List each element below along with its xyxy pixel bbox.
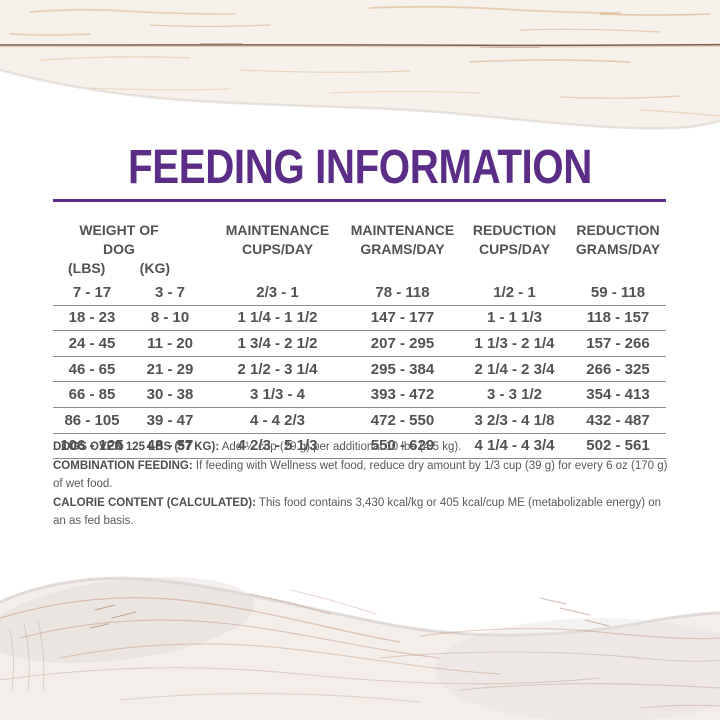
cell-reduction-grams: 354 - 413 bbox=[586, 386, 650, 404]
note-combination-feeding: COMBINATION FEEDING: If feeding with Wel… bbox=[53, 457, 668, 494]
cell-maintenance-cups: 4 2/3 - 5 1/3 bbox=[237, 437, 318, 455]
cell-weight-lbs: 106 - 125 bbox=[60, 437, 124, 455]
weight-header-lbs: (LBS) bbox=[68, 260, 106, 276]
cell-weight-lbs: 7 - 17 bbox=[72, 283, 112, 301]
cell-maintenance-cups: 2 1/2 - 3 1/4 bbox=[237, 360, 318, 378]
cell-maintenance-cups: 2/3 - 1 bbox=[256, 283, 299, 301]
cell-maintenance-cups: 3 1/3 - 4 bbox=[249, 386, 306, 404]
cell-reduction-cups: 4 1/4 - 4 3/4 bbox=[474, 437, 555, 455]
cell-maintenance-cups: 1 1/4 - 1 1/2 bbox=[237, 309, 318, 327]
cell-reduction-cups: 1/2 - 1 bbox=[493, 283, 536, 301]
cell-reduction-grams: 118 - 157 bbox=[586, 309, 650, 327]
title-divider bbox=[53, 199, 666, 202]
table-row: 18 - 23 8 - 10 1 1/4 - 1 1/2 147 - 177 1… bbox=[53, 306, 666, 332]
table-row: 7 - 17 3 - 7 2/3 - 1 78 - 118 1/2 - 1 59… bbox=[53, 280, 666, 306]
table-body: 7 - 17 3 - 7 2/3 - 1 78 - 118 1/2 - 1 59… bbox=[53, 280, 666, 460]
cell-weight-kg: 39 - 47 bbox=[146, 411, 194, 429]
cell-reduction-grams: 432 - 487 bbox=[586, 411, 650, 429]
cell-reduction-grams: 266 - 325 bbox=[586, 360, 650, 378]
cell-weight-kg: 21 - 29 bbox=[146, 360, 194, 378]
cell-reduction-cups: 3 2/3 - 4 1/8 bbox=[474, 411, 555, 429]
column-header-maintenance-cups: MAINTENANCE CUPS/DAY bbox=[225, 222, 330, 257]
cell-weight-kg: 3 - 7 bbox=[154, 283, 185, 301]
bottom-wood-decoration bbox=[0, 576, 720, 720]
cell-maintenance-grams: 207 - 295 bbox=[370, 334, 435, 352]
cell-weight-lbs: 46 - 65 bbox=[68, 360, 116, 378]
page-title: FEEDING INFORMATION bbox=[128, 141, 592, 194]
cell-maintenance-grams: 78 - 118 bbox=[375, 283, 430, 301]
column-header-reduction-grams: REDUCTION GRAMS/DAY bbox=[575, 222, 661, 257]
note-text: If feeding with Wellness wet food, reduc… bbox=[53, 459, 668, 491]
cell-weight-lbs: 86 - 105 bbox=[64, 411, 120, 429]
note-label: DOGS OVER 125 LBS (57 KG): bbox=[53, 441, 220, 453]
note-calorie-content: CALORIE CONTENT (CALCULATED): This food … bbox=[53, 494, 668, 531]
footnotes: DOGS OVER 125 LBS (57 KG): Add ¼ cup (29… bbox=[53, 438, 668, 531]
cell-maintenance-grams: 393 - 472 bbox=[370, 386, 435, 404]
cell-reduction-cups: 3 - 3 1/2 bbox=[486, 386, 543, 404]
cell-maintenance-grams: 550 - 629 bbox=[370, 437, 435, 455]
weight-header-title: WEIGHT OF DOG bbox=[79, 222, 159, 257]
weight-header-kg: (KG) bbox=[139, 260, 170, 276]
cell-maintenance-grams: 295 - 384 bbox=[370, 360, 435, 378]
cell-maintenance-cups: 4 - 4 2/3 bbox=[249, 411, 306, 429]
cell-maintenance-grams: 472 - 550 bbox=[370, 411, 435, 429]
note-text: Add ¼ cup (29 g) per additional 10 lbs (… bbox=[219, 441, 462, 453]
cell-reduction-cups: 2 1/4 - 2 3/4 bbox=[474, 360, 555, 378]
feeding-table: WEIGHT OF DOG (LBS) (KG) MAINTENANCE CUP… bbox=[53, 221, 666, 460]
cell-weight-lbs: 24 - 45 bbox=[68, 334, 116, 352]
cell-maintenance-grams: 147 - 177 bbox=[370, 309, 435, 327]
cell-weight-kg: 8 - 10 bbox=[150, 309, 190, 327]
table-row: 24 - 45 11 - 20 1 3/4 - 2 1/2 207 - 295 … bbox=[53, 331, 666, 357]
cell-reduction-grams: 502 - 561 bbox=[586, 437, 650, 455]
cell-reduction-cups: 1 1/3 - 2 1/4 bbox=[474, 334, 555, 352]
table-row: 46 - 65 21 - 29 2 1/2 - 3 1/4 295 - 384 … bbox=[53, 357, 666, 383]
column-header-weight: WEIGHT OF DOG (LBS) (KG) bbox=[53, 221, 209, 278]
cell-weight-lbs: 18 - 23 bbox=[68, 309, 116, 327]
cell-reduction-cups: 1 - 1 1/3 bbox=[486, 309, 543, 327]
note-label: COMBINATION FEEDING: bbox=[53, 459, 193, 472]
note-label: CALORIE CONTENT (CALCULATED): bbox=[53, 496, 256, 509]
cell-weight-kg: 30 - 38 bbox=[146, 386, 194, 404]
column-header-maintenance-grams: MAINTENANCE GRAMS/DAY bbox=[350, 222, 455, 257]
note-text: This food contains 3,430 kcal/kg or 405 … bbox=[53, 496, 662, 528]
cell-weight-kg: 48 - 57 bbox=[146, 437, 194, 455]
table-header-row: WEIGHT OF DOG (LBS) (KG) MAINTENANCE CUP… bbox=[53, 221, 666, 278]
cell-maintenance-cups: 1 3/4 - 2 1/2 bbox=[237, 334, 318, 352]
table-row: 106 - 125 48 - 57 4 2/3 - 5 1/3 550 - 62… bbox=[53, 434, 666, 460]
column-header-reduction-cups: REDUCTION CUPS/DAY bbox=[472, 222, 557, 257]
note-dogs-over-125: DOGS OVER 125 LBS (57 KG): Add ¼ cup (29… bbox=[53, 438, 668, 457]
cell-reduction-grams: 59 - 118 bbox=[590, 283, 646, 301]
cell-weight-kg: 11 - 20 bbox=[147, 334, 193, 352]
cell-weight-lbs: 66 - 85 bbox=[68, 386, 116, 404]
table-row: 66 - 85 30 - 38 3 1/3 - 4 393 - 472 3 - … bbox=[53, 382, 666, 408]
table-row: 86 - 105 39 - 47 4 - 4 2/3 472 - 550 3 2… bbox=[53, 408, 666, 434]
cell-reduction-grams: 157 - 266 bbox=[586, 334, 650, 352]
top-wood-decoration bbox=[0, 0, 720, 130]
